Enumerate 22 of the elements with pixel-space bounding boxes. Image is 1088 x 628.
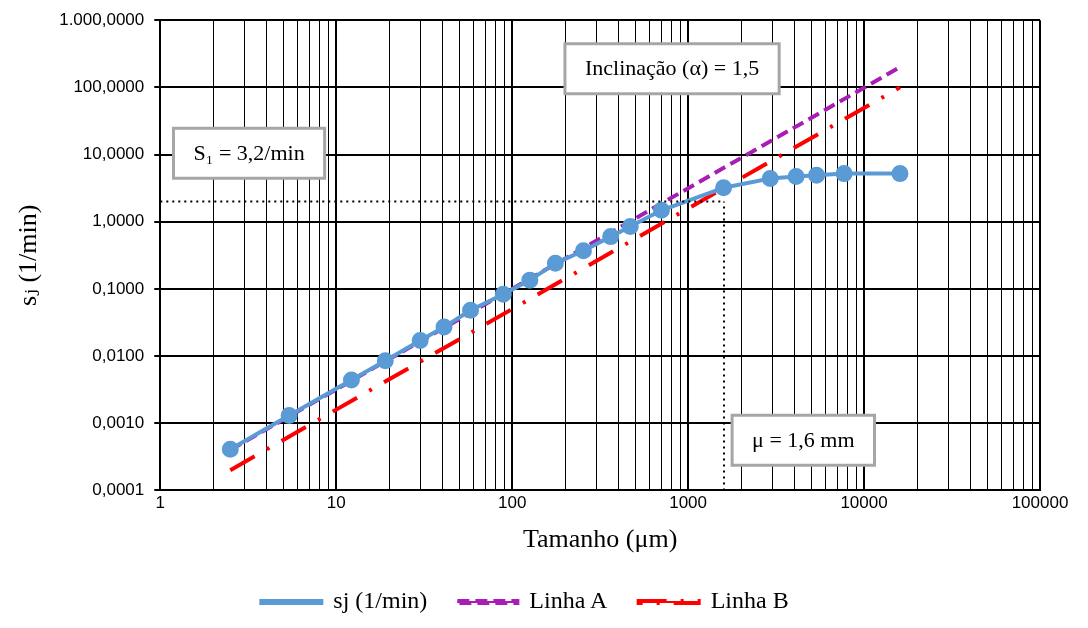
x-tick-label: 10 bbox=[326, 493, 346, 513]
annotation: μ = 1,6 mm bbox=[752, 426, 855, 452]
y-tick-label: 1,0000 bbox=[92, 211, 145, 231]
x-tick-label: 100 bbox=[497, 493, 527, 513]
y-tick-label: 0,0010 bbox=[92, 412, 145, 432]
y-tick-label: 0,1000 bbox=[92, 278, 145, 298]
x-axis-title: Tamanho (μm) bbox=[522, 524, 678, 554]
y-tick-label: 0,0100 bbox=[92, 345, 145, 365]
x-tick-label: 1 bbox=[155, 493, 166, 513]
y-tick-label: 1.000,0000 bbox=[59, 9, 145, 29]
legend-label: sj (1/min) bbox=[333, 587, 428, 614]
legend-label: Linha B bbox=[710, 587, 789, 614]
x-tick-label: 1000 bbox=[669, 493, 708, 513]
annotation: Inclinação (α) = 1,5 bbox=[584, 55, 760, 81]
y-tick-label: 100,0000 bbox=[73, 77, 145, 97]
y-axis-title: sⱼ (1/min) bbox=[13, 204, 43, 307]
annotation: S₁ = 3,2/min bbox=[193, 140, 305, 166]
x-tick-label: 100000 bbox=[1011, 493, 1069, 513]
y-tick-label: 0,0001 bbox=[92, 480, 145, 500]
y-tick-label: 10,0000 bbox=[82, 144, 145, 164]
x-tick-label: 10000 bbox=[840, 493, 888, 513]
legend-label: Linha A bbox=[529, 587, 608, 614]
